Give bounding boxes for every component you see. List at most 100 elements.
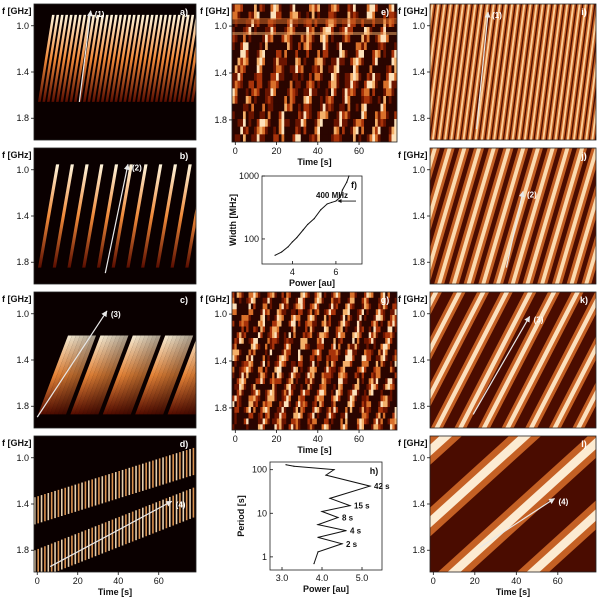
spectrogram-cell xyxy=(272,361,275,368)
spectrogram-cell xyxy=(298,418,301,425)
spectrogram-cell xyxy=(352,297,356,304)
spectrogram-cell xyxy=(232,11,236,20)
spectrogram-cell xyxy=(269,424,273,430)
burst-streak xyxy=(96,164,119,268)
spectrogram-cell xyxy=(331,103,335,112)
spectrogram-cell xyxy=(387,332,391,339)
spectrogram-cell xyxy=(369,80,373,89)
spectrogram-cell xyxy=(320,88,324,97)
spectrogram-cell xyxy=(281,326,285,333)
spectrogram-cell xyxy=(234,378,238,385)
spectrogram-cell xyxy=(253,297,257,304)
spectrogram-cell xyxy=(372,111,376,120)
spectrogram-cell xyxy=(377,73,381,82)
spectrogram-cell xyxy=(298,389,301,396)
spectrogram-cell xyxy=(262,395,266,402)
spectrogram-cell xyxy=(353,4,357,13)
spectrogram-cell xyxy=(241,326,245,333)
spectrogram-cell xyxy=(306,126,310,135)
spectrogram-cell xyxy=(326,338,330,345)
spectrogram-cell xyxy=(289,88,293,97)
spectrogram-cell xyxy=(260,395,264,402)
spectrogram-cell xyxy=(239,332,242,339)
burst-streak xyxy=(47,14,64,102)
spectrogram-cell xyxy=(328,332,332,339)
x-axis-label: Power [au] xyxy=(303,584,349,594)
spectrogram-cell xyxy=(248,103,252,112)
spectrogram-cell xyxy=(328,384,332,391)
spectrogram-cell xyxy=(347,326,351,333)
spectrogram-cell xyxy=(246,338,249,345)
spectrogram-cell xyxy=(257,343,261,350)
y-tick-label: 1 xyxy=(262,552,267,562)
spectrogram-cell xyxy=(349,315,353,322)
spectrogram-cell xyxy=(356,343,360,350)
spectrogram-cell xyxy=(361,424,365,430)
spectrogram-cell xyxy=(349,303,353,310)
series-point xyxy=(333,469,335,471)
spectrogram-cell xyxy=(373,309,377,316)
spectrogram-cell xyxy=(251,73,255,82)
spectrogram-cell xyxy=(386,4,390,13)
spectrogram-cell xyxy=(283,332,287,339)
spectrogram-cell xyxy=(259,111,263,120)
spectrogram-cell xyxy=(243,50,247,59)
spectrogram-cell xyxy=(253,309,257,316)
spectrogram-cell xyxy=(335,389,339,396)
spectrogram-cell xyxy=(326,389,330,396)
spectrogram-cell xyxy=(260,292,264,299)
spectrogram-cell xyxy=(317,27,321,36)
spectrogram-cell xyxy=(392,292,396,299)
spectrogram-cell xyxy=(303,73,307,82)
drift-arrow xyxy=(36,310,108,418)
spectrogram-cell xyxy=(241,315,245,322)
spectrogram-cell xyxy=(309,88,313,97)
spectrogram-cell xyxy=(248,372,252,379)
freq-axis-label: f [GHz] xyxy=(2,150,32,160)
spectrogram-cell xyxy=(328,326,332,333)
spectrogram-cell xyxy=(359,303,363,310)
spectrogram-cell xyxy=(338,355,341,362)
spectrogram-cell xyxy=(239,343,242,350)
spectrogram-cell xyxy=(378,401,381,408)
spectrogram-cell xyxy=(323,349,327,356)
spectrogram-cell xyxy=(300,366,304,373)
spectrogram-cell xyxy=(339,103,343,112)
spectrogram-cell xyxy=(311,4,315,13)
spectrogram-cell xyxy=(316,424,320,430)
spectrogram-cell xyxy=(305,332,308,339)
spectrogram-cell xyxy=(380,57,384,66)
spectrogram-cell xyxy=(347,309,351,316)
freq-tick-label: 1.8 xyxy=(16,401,29,411)
spectrogram-cell xyxy=(342,349,346,356)
spectrogram-cell xyxy=(262,73,266,82)
spectrogram-cell xyxy=(300,395,304,402)
series-line xyxy=(274,175,350,256)
spectrogram-cell xyxy=(232,88,236,97)
spectrogram-cell xyxy=(246,395,249,402)
spectrogram-cell xyxy=(237,42,241,51)
spectrogram-cell xyxy=(256,88,260,97)
spectrogram-cell xyxy=(309,11,313,20)
wave-ridge-core xyxy=(526,509,596,572)
spectrogram-cell xyxy=(250,424,254,430)
spectrogram-cell xyxy=(278,42,282,51)
spectrogram-cell xyxy=(338,297,341,304)
spectrogram-cell xyxy=(302,424,306,430)
spectrogram-cell xyxy=(375,34,379,43)
spectrogram-cell xyxy=(366,11,370,20)
spectrogram-cell xyxy=(239,407,242,414)
spectrogram-cell xyxy=(366,389,370,396)
spectrogram-cell xyxy=(359,424,363,430)
spectrogram-cell xyxy=(361,349,365,356)
spectrogram-cell xyxy=(377,96,381,105)
spectrogram-cell xyxy=(253,366,257,373)
spectrogram-cell xyxy=(321,418,325,425)
spectrogram-cell xyxy=(366,349,370,356)
spectrogram-cell xyxy=(319,292,323,299)
spectrogram-cell xyxy=(293,326,297,333)
spectrogram-cell xyxy=(314,320,318,327)
spectrogram-cell xyxy=(239,401,242,408)
spectrogram-cell xyxy=(347,80,351,89)
spectrogram-cell xyxy=(387,361,391,368)
